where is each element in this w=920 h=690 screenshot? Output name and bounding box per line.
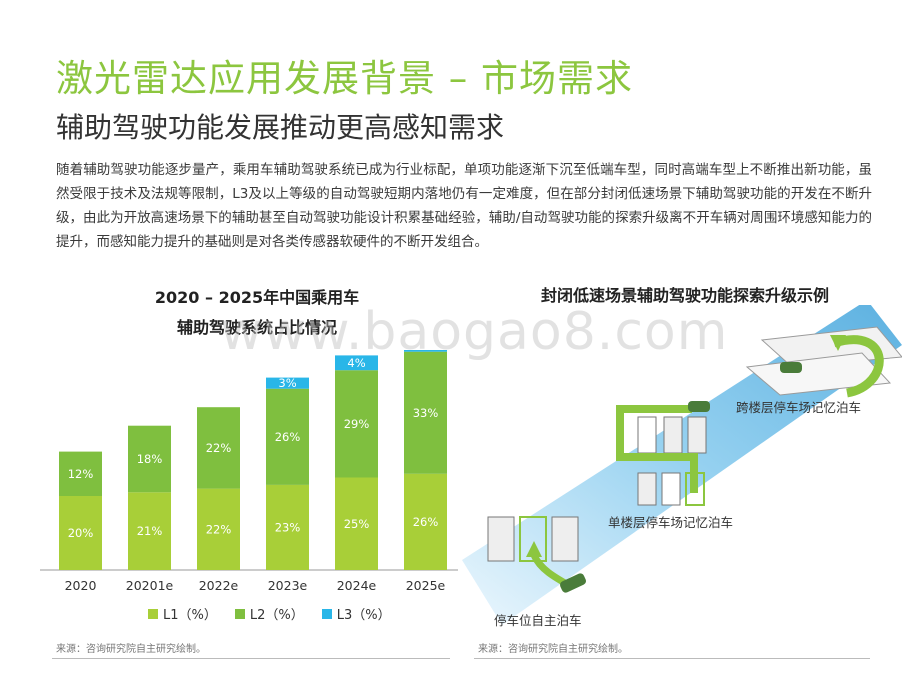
x-tick-label-2025e: 2025e (406, 578, 446, 593)
stacked-bar-chart: 20% 12% 2020 21% 18% 20201e 22% 22% 2022e 23% 26% 3… (40, 350, 458, 593)
legend-swatch-l2 (234, 608, 245, 619)
chart-title-line1: 2020 – 2025年中国乘用车 (154, 288, 360, 307)
middle-parking-slot-2 (663, 416, 683, 454)
middle-parking-slot-3 (687, 416, 707, 454)
legend-label-l3: L3（%） (336, 608, 391, 623)
bottom-parking-slot-1 (487, 516, 515, 562)
bar-2023e-s1 (266, 388, 309, 485)
data-label-2023e-s0: 23% (275, 520, 301, 534)
data-label-2020-s0: 20% (68, 526, 94, 540)
legend-item-l1: L1（%） (148, 604, 217, 623)
legend-item-l3: L3（%） (321, 604, 391, 623)
middle-lower-slot-1 (637, 472, 657, 506)
floor-switch-arrowhead (830, 335, 846, 351)
legend-label-l1: L1（%） (163, 608, 217, 623)
data-label-2022e-s0: 22% (206, 522, 232, 536)
bar-2024e-s2 (335, 355, 378, 371)
x-tick-label-2022e: 2022e (199, 578, 239, 593)
bottom-car (559, 573, 587, 593)
source-note-right: 来源：咨询研究院自主研究绘制。 (478, 644, 628, 655)
data-label-2024e-s2: 4% (347, 356, 365, 370)
data-label-2022e-s1: 22% (206, 441, 232, 455)
x-tick-label-20201e: 20201e (126, 578, 174, 593)
bar-2025e-s2 (404, 350, 447, 352)
middle-target-slot (685, 472, 705, 506)
x-tick-label-2024e: 2024e (337, 578, 377, 593)
middle-route-arrow (616, 405, 698, 493)
data-label-20201e-s0: 21% (137, 524, 163, 538)
divider-left (52, 658, 450, 659)
bottom-route-arrowhead (526, 541, 542, 557)
label-auto-parking: 停车位自主泊车 (494, 613, 582, 628)
legend-item-l2: L2（%） (234, 604, 304, 623)
parking-scenario-diagram (462, 305, 902, 625)
floor-plane-upper (760, 326, 902, 368)
bottom-target-slot (519, 516, 547, 562)
divider-right (474, 658, 870, 659)
bar-2024e-s0 (335, 477, 378, 570)
intro-paragraph: 随着辅助驾驶功能逐步量产，乘用车辅助驾驶系统已成为行业标配，单项功能逐渐下沉至低… (56, 162, 872, 250)
legend-swatch-l1 (148, 608, 158, 619)
label-single-floor-parking: 单楼层停车场记忆泊车 (608, 515, 734, 530)
data-label-2024e-s1: 29% (344, 417, 370, 431)
bar-2020-s1 (59, 451, 102, 496)
chart-title-line2: 辅助驾驶系统占比情况 (176, 318, 337, 337)
car-upper-floor (780, 362, 802, 373)
data-label-2024e-s0: 25% (344, 517, 370, 531)
bar-20201e-s1 (128, 425, 171, 493)
middle-car (688, 401, 710, 412)
legend-label-l2: L2（%） (249, 608, 304, 623)
x-tick-label-2020: 2020 (65, 578, 97, 593)
bottom-parking-slot-3 (551, 516, 579, 562)
floor-switch-arrow (832, 335, 884, 398)
data-label-20201e-s1: 18% (137, 452, 163, 466)
source-note-left: 来源：咨询研究院自主研究绘制。 (56, 644, 206, 655)
data-label-2023e-s1: 26% (275, 430, 301, 444)
bar-2022e-s1 (197, 407, 240, 489)
chart-legend: L1（%） L2（%） L3（%） (148, 604, 391, 623)
bar-2023e-s2 (266, 377, 309, 389)
page-title: 激光雷达应用发展背景 – 市场需求 (56, 57, 634, 100)
bar-2025e-s0 (404, 473, 447, 570)
data-label-2025e-s1: 33% (413, 406, 439, 420)
middle-parking-slot-1 (637, 416, 657, 454)
bar-2020-s0 (59, 496, 102, 570)
bar-2024e-s1 (335, 370, 378, 478)
data-label-2025e-s0: 26% (413, 515, 439, 529)
diagram-title: 封闭低速场景辅助驾驶功能探索升级示例 (540, 286, 829, 305)
bar-2023e-s0 (266, 484, 309, 570)
bar-20201e-s0 (128, 492, 171, 570)
x-tick-label-2023e: 2023e (268, 578, 308, 593)
label-multi-floor-parking: 跨楼层停车场记忆泊车 (736, 400, 862, 415)
page-subtitle: 辅助驾驶功能发展推动更高感知需求 (56, 111, 505, 144)
data-label-2020-s1: 12% (68, 467, 94, 481)
bar-2022e-s0 (197, 488, 240, 570)
bar-2025e-s1 (404, 351, 447, 474)
data-label-2023e-s2: 3% (278, 376, 296, 390)
middle-lower-slot-2 (661, 472, 681, 506)
legend-swatch-l3 (321, 608, 332, 619)
